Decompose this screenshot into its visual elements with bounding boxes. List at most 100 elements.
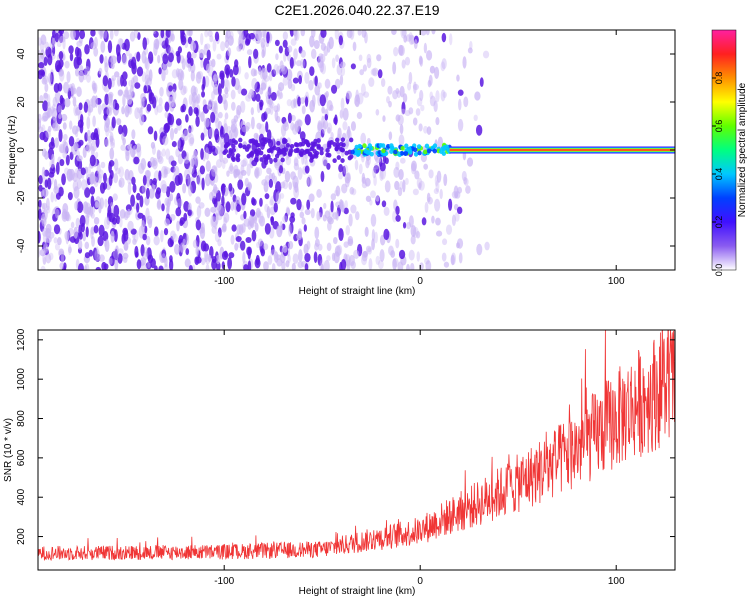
noise-speckle <box>43 92 48 99</box>
noise-speckle <box>484 241 490 251</box>
noise-speckle <box>322 119 329 130</box>
noise-speckle <box>330 132 334 140</box>
noise-speckle <box>319 53 326 63</box>
noise-speckle <box>39 95 44 103</box>
noise-speckle <box>361 172 366 183</box>
noise-speckle <box>47 53 53 66</box>
noise-speckle <box>337 127 342 140</box>
noise-speckle <box>296 118 302 127</box>
noise-speckle <box>240 88 248 96</box>
signal-speckle <box>226 153 232 159</box>
noise-speckle <box>62 122 67 130</box>
signal-speckle <box>231 143 236 149</box>
noise-speckle <box>267 98 274 106</box>
noise-speckle <box>342 165 347 177</box>
noise-speckle <box>210 165 217 177</box>
noise-speckle <box>84 241 90 250</box>
noise-speckle <box>41 227 49 237</box>
noise-speckle <box>149 156 156 168</box>
signal-speckle <box>258 150 264 156</box>
noise-speckle <box>273 161 280 169</box>
noise-speckle <box>100 161 106 169</box>
noise-speckle <box>331 57 336 69</box>
noise-speckle <box>38 49 41 62</box>
noise-speckle <box>243 210 247 220</box>
noise-speckle <box>282 244 288 253</box>
noise-speckle <box>371 229 376 242</box>
noise-speckle <box>76 86 82 97</box>
noise-speckle <box>359 69 365 76</box>
noise-speckle <box>127 105 133 115</box>
signal-speckle <box>233 140 239 145</box>
signal-speckle <box>242 144 247 150</box>
noise-speckle <box>398 44 404 56</box>
noise-speckle <box>124 168 130 181</box>
noise-speckle <box>93 82 98 93</box>
noise-speckle <box>130 91 136 99</box>
noise-speckle <box>137 32 141 41</box>
noise-speckle <box>48 252 54 261</box>
noise-speckle <box>170 33 175 42</box>
noise-speckle <box>199 165 206 175</box>
noise-speckle <box>410 262 415 270</box>
noise-speckle <box>129 31 136 42</box>
noise-speckle <box>94 95 98 108</box>
noise-speckle <box>145 175 151 188</box>
noise-speckle <box>171 69 178 79</box>
noise-speckle <box>117 253 123 264</box>
noise-speckle <box>408 249 415 261</box>
noise-speckle <box>189 137 195 145</box>
noise-speckle <box>463 177 469 186</box>
noise-speckle <box>44 179 48 188</box>
noise-speckle <box>200 240 207 252</box>
noise-speckle <box>214 31 220 42</box>
noise-speckle <box>54 137 59 149</box>
noise-speckle <box>431 30 436 35</box>
noise-speckle <box>52 122 56 130</box>
signal-speckle <box>336 155 341 160</box>
noise-speckle <box>250 107 255 116</box>
signal-speckle <box>276 140 281 146</box>
noise-speckle <box>381 200 387 208</box>
noise-speckle <box>338 171 343 180</box>
noise-speckle <box>217 227 222 238</box>
noise-speckle <box>398 169 404 181</box>
signal-speckle <box>393 149 398 155</box>
noise-speckle <box>330 84 338 94</box>
noise-speckle <box>136 202 140 213</box>
noise-speckle <box>84 263 90 270</box>
noise-speckle <box>45 253 52 264</box>
noise-speckle <box>38 62 45 69</box>
noise-speckle <box>343 164 349 175</box>
noise-speckle <box>158 67 162 75</box>
noise-speckle <box>301 105 306 115</box>
noise-speckle <box>213 73 218 84</box>
noise-speckle <box>279 92 284 100</box>
signal-speckle <box>298 141 303 147</box>
noise-speckle <box>80 167 86 176</box>
noise-speckle <box>195 245 199 256</box>
noise-speckle <box>421 217 427 226</box>
noise-speckle <box>439 188 443 200</box>
noise-speckle <box>391 30 397 35</box>
noise-speckle <box>292 253 299 264</box>
noise-speckle <box>299 58 305 69</box>
noise-speckle <box>127 143 134 151</box>
noise-speckle <box>261 67 268 80</box>
noise-speckle <box>429 65 436 74</box>
noise-speckle <box>73 142 79 151</box>
noise-speckle <box>220 136 225 148</box>
noise-speckle <box>176 220 180 232</box>
y-tick-label: 200 <box>16 528 27 545</box>
noise-speckle <box>229 31 234 40</box>
noise-speckle <box>201 90 206 98</box>
noise-speckle <box>371 238 375 251</box>
noise-speckle <box>132 145 136 159</box>
noise-speckle <box>177 139 184 148</box>
noise-speckle <box>373 175 377 187</box>
noise-speckle <box>231 118 237 125</box>
noise-speckle <box>224 112 229 120</box>
noise-speckle <box>462 56 467 69</box>
noise-speckle <box>176 52 181 64</box>
